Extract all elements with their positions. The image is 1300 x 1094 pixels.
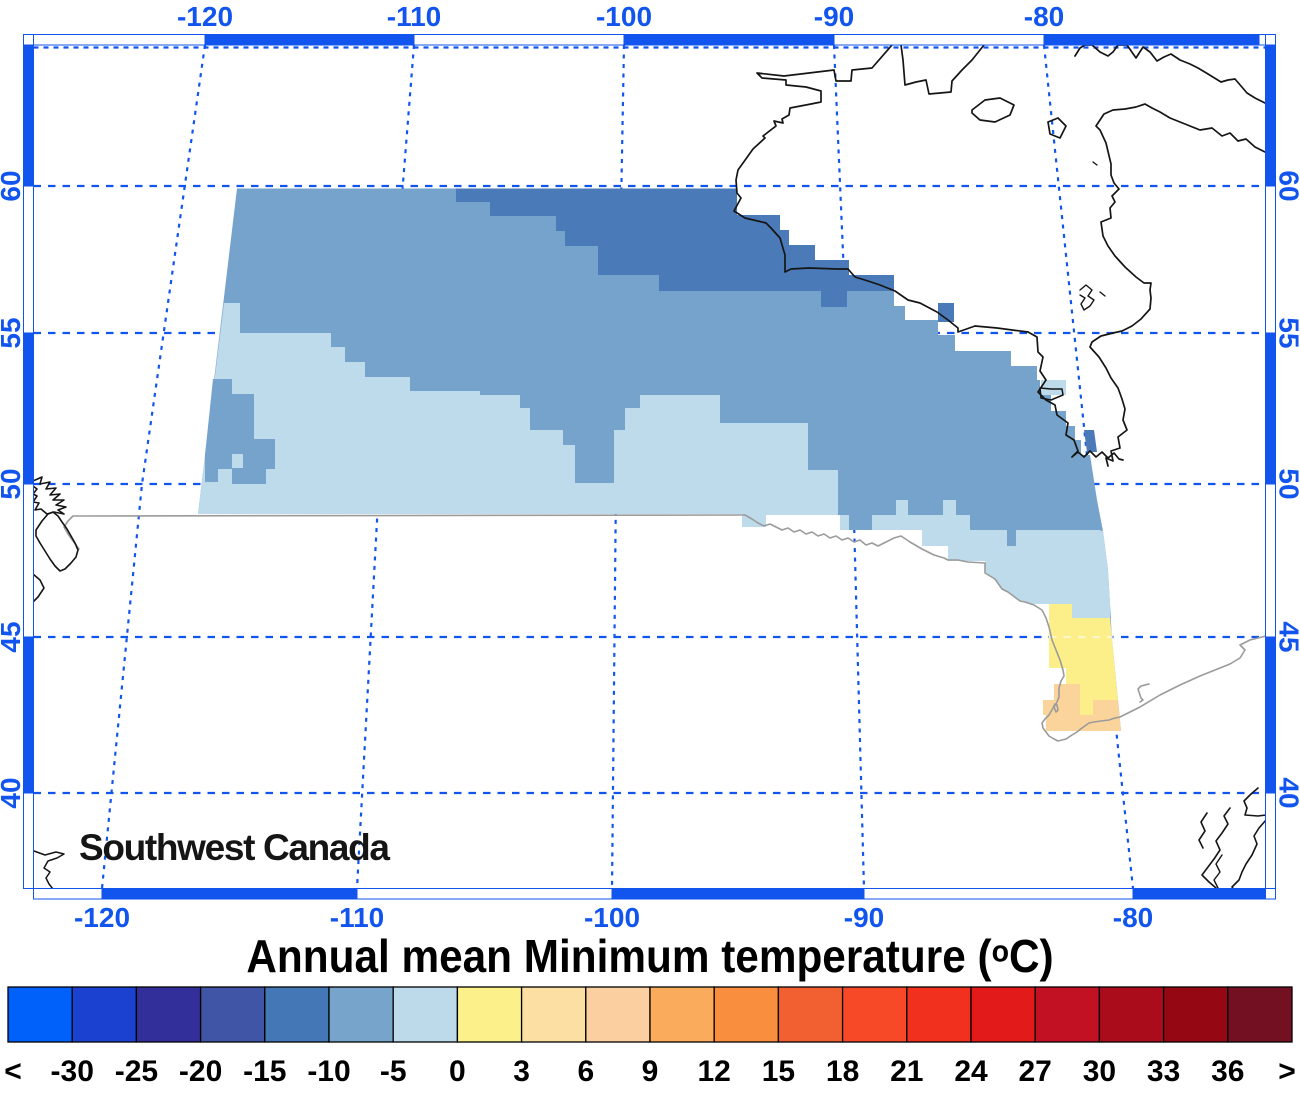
svg-text:>: > <box>1278 1055 1296 1088</box>
svg-text:-110: -110 <box>330 902 385 933</box>
svg-text:40: 40 <box>0 777 26 808</box>
svg-text:0: 0 <box>449 1055 466 1088</box>
svg-text:45: 45 <box>1274 621 1300 652</box>
svg-text:-80: -80 <box>1024 1 1064 32</box>
svg-text:-20: -20 <box>179 1055 222 1088</box>
svg-text:9: 9 <box>642 1055 659 1088</box>
svg-text:-5: -5 <box>380 1055 407 1088</box>
svg-text:6: 6 <box>577 1055 594 1088</box>
svg-text:15: 15 <box>762 1055 795 1088</box>
svg-text:-10: -10 <box>307 1055 350 1088</box>
svg-text:<: < <box>4 1055 22 1088</box>
svg-text:50: 50 <box>1274 468 1300 499</box>
svg-text:60: 60 <box>0 170 26 201</box>
svg-text:36: 36 <box>1211 1055 1244 1088</box>
svg-text:-120: -120 <box>177 1 233 32</box>
svg-text:-110: -110 <box>387 1 442 32</box>
svg-text:55: 55 <box>1274 317 1300 348</box>
svg-text:-80: -80 <box>1113 902 1153 933</box>
svg-text:50: 50 <box>0 468 26 499</box>
svg-text:24: 24 <box>954 1055 988 1088</box>
svg-text:30: 30 <box>1083 1055 1116 1088</box>
svg-text:-120: -120 <box>74 902 130 933</box>
svg-text:-15: -15 <box>243 1055 286 1088</box>
svg-text:21: 21 <box>890 1055 923 1088</box>
svg-text:33: 33 <box>1147 1055 1180 1088</box>
svg-text:18: 18 <box>826 1055 859 1088</box>
svg-text:45: 45 <box>0 621 26 652</box>
svg-text:3: 3 <box>513 1055 530 1088</box>
svg-text:-90: -90 <box>814 1 854 32</box>
svg-text:27: 27 <box>1019 1055 1052 1088</box>
svg-text:-100: -100 <box>596 1 652 32</box>
svg-text:60: 60 <box>1274 170 1300 201</box>
svg-text:55: 55 <box>0 317 26 348</box>
svg-text:-30: -30 <box>51 1055 94 1088</box>
svg-text:-90: -90 <box>844 902 884 933</box>
svg-text:-25: -25 <box>115 1055 158 1088</box>
svg-text:Southwest Canada: Southwest Canada <box>79 827 390 868</box>
svg-text:-100: -100 <box>584 902 640 933</box>
svg-text:12: 12 <box>698 1055 731 1088</box>
svg-text:Annual mean Minimum temperatur: Annual mean Minimum temperature (oC) <box>246 931 1053 982</box>
svg-text:40: 40 <box>1274 777 1300 808</box>
